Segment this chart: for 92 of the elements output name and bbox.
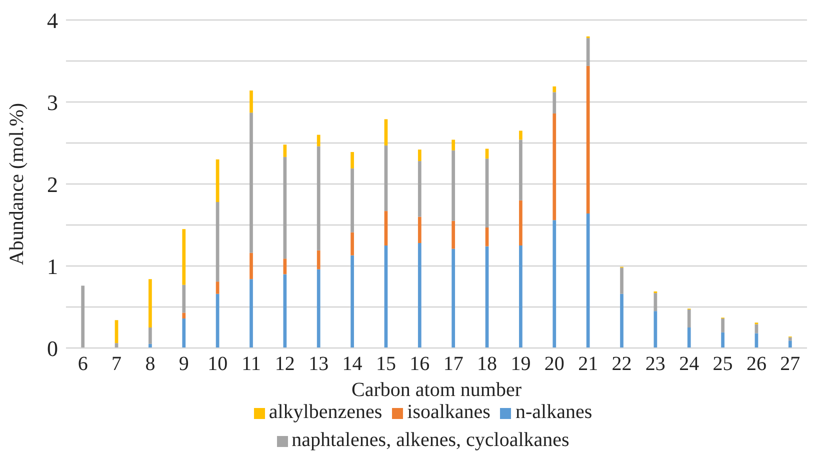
bar xyxy=(316,269,320,348)
x-tick-label: 16 xyxy=(410,353,430,376)
bar xyxy=(687,309,691,328)
bar xyxy=(519,140,522,200)
bar xyxy=(721,332,724,348)
bar xyxy=(283,144,287,157)
bar xyxy=(485,148,489,159)
bar xyxy=(216,294,220,348)
bar xyxy=(788,337,792,341)
x-tick-label: 24 xyxy=(679,353,700,376)
x-tick-label: 14 xyxy=(342,353,362,376)
x-tick-label: 12 xyxy=(274,353,295,376)
bar xyxy=(552,113,556,220)
y-tick-label: 0 xyxy=(47,336,58,361)
bar xyxy=(316,250,320,270)
bar xyxy=(418,216,422,244)
bar xyxy=(452,150,456,221)
x-tick-label: 10 xyxy=(208,353,228,376)
bar xyxy=(316,146,320,250)
bar xyxy=(148,328,152,344)
bar xyxy=(182,229,186,285)
bar xyxy=(216,282,220,294)
bar xyxy=(182,318,186,348)
legend-label: naphtalenes, alkenes, cycloalkanes xyxy=(292,429,570,451)
bar xyxy=(452,248,456,348)
legend-label: alkylbenzenes xyxy=(268,401,382,423)
bar xyxy=(519,200,522,246)
bar xyxy=(148,279,152,328)
x-tick-label: 19 xyxy=(510,353,531,376)
y-tick-label: 1 xyxy=(47,254,58,279)
bar xyxy=(519,246,522,348)
x-tick-label: 20 xyxy=(544,353,564,376)
x-tick-label: 27 xyxy=(780,353,800,376)
x-tick-label: 25 xyxy=(712,353,733,376)
bar xyxy=(81,286,85,348)
bar xyxy=(250,112,253,253)
x-tick-label: 8 xyxy=(145,353,156,376)
y-tick-label: 2 xyxy=(47,172,58,197)
x-tick-label: 11 xyxy=(242,353,261,376)
bar xyxy=(250,252,253,280)
bar xyxy=(586,214,590,348)
bar xyxy=(452,140,456,150)
bar xyxy=(418,243,422,348)
bar xyxy=(350,168,354,232)
bar xyxy=(350,255,354,348)
bar xyxy=(552,220,556,348)
x-tick-label: 13 xyxy=(308,353,329,376)
legend-label: n-alkanes xyxy=(515,401,592,423)
bar xyxy=(216,159,220,202)
bar xyxy=(519,130,522,140)
bar xyxy=(654,311,658,348)
bar xyxy=(452,220,456,249)
x-axis-title: Carbon atom number xyxy=(352,379,522,401)
x-tick-label: 18 xyxy=(477,353,498,376)
bar xyxy=(283,156,287,259)
bar xyxy=(216,202,220,282)
bar xyxy=(687,328,691,348)
bar xyxy=(384,119,388,146)
x-tick-label: 7 xyxy=(112,353,122,376)
y-axis-title: Abundance (mol.%) xyxy=(6,102,28,266)
x-tick-label: 9 xyxy=(178,353,189,376)
bar xyxy=(316,134,320,146)
bar xyxy=(620,268,624,294)
bar xyxy=(586,38,590,66)
bar xyxy=(283,274,287,348)
bar xyxy=(283,258,287,274)
x-tick-label: 6 xyxy=(78,353,88,376)
bar xyxy=(418,161,422,217)
x-tick-label: 22 xyxy=(612,353,632,376)
y-tick-label: 4 xyxy=(47,8,58,33)
bar xyxy=(250,90,253,113)
x-tick-label: 17 xyxy=(443,353,464,376)
bar xyxy=(250,279,253,348)
x-tick-label: 21 xyxy=(578,353,598,376)
bar xyxy=(182,284,186,313)
bar xyxy=(586,66,590,214)
bar xyxy=(788,340,792,348)
x-tick-label: 15 xyxy=(376,353,396,376)
bar xyxy=(182,312,186,318)
bar xyxy=(350,152,354,168)
y-tick-label: 3 xyxy=(47,90,58,115)
bar xyxy=(620,294,624,348)
bar xyxy=(721,318,724,332)
bar xyxy=(552,86,556,92)
bar xyxy=(654,293,658,312)
bar xyxy=(350,232,354,256)
bar xyxy=(485,227,489,246)
x-tick-label: 23 xyxy=(645,353,666,376)
bar xyxy=(552,92,556,114)
legend-label: isoalkanes xyxy=(407,401,490,423)
bar xyxy=(418,150,422,162)
x-tick-label: 26 xyxy=(746,353,766,376)
